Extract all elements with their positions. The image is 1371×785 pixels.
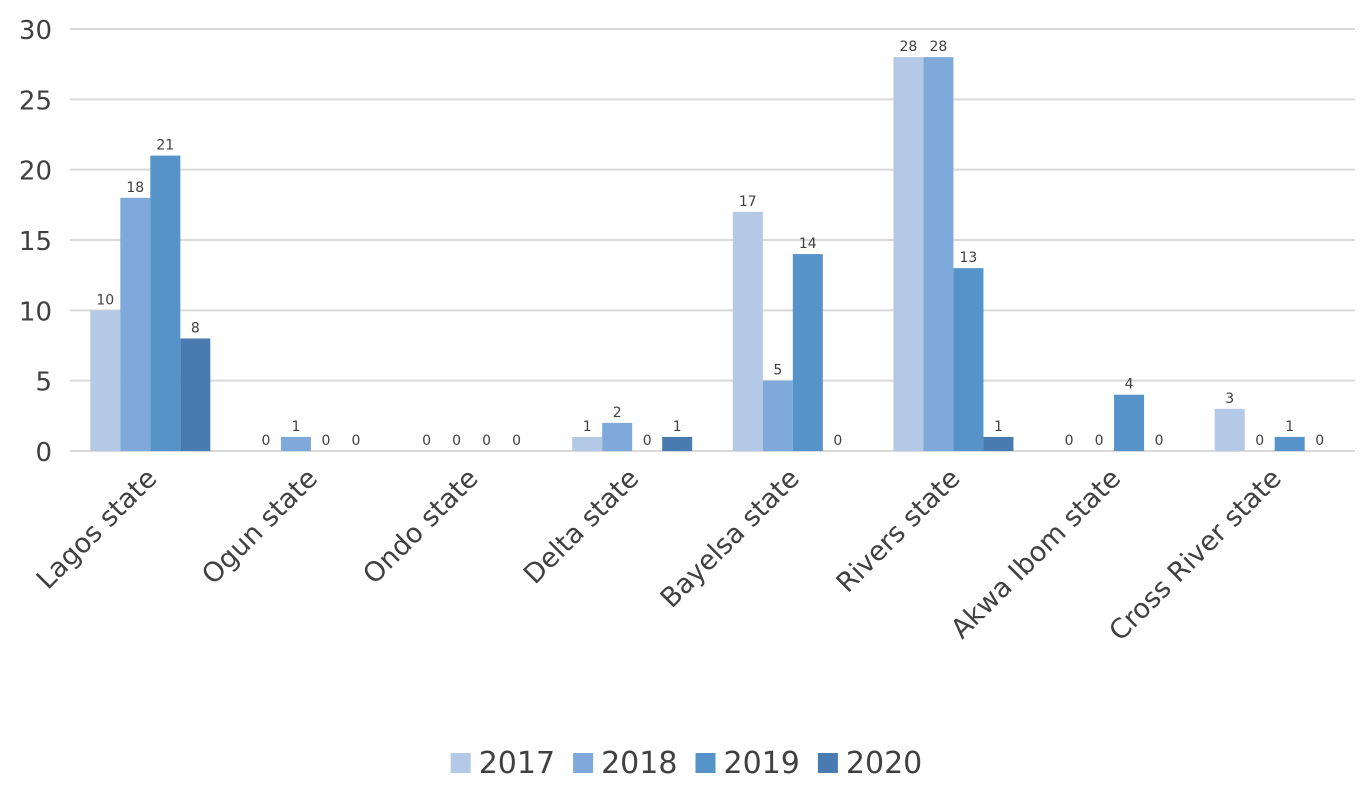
bar: [280, 436, 311, 451]
data-label: 1: [994, 419, 1003, 435]
data-label: 10: [96, 292, 114, 308]
x-tick-label: Ogun state: [196, 463, 324, 591]
data-label: 8: [191, 320, 200, 336]
bar: [923, 57, 954, 452]
bars: [90, 57, 1305, 452]
x-tick-label: Lagos state: [31, 463, 163, 595]
legend-swatch: [450, 753, 471, 773]
bar: [120, 197, 151, 451]
data-label: 0: [512, 433, 521, 449]
legend-swatch: [817, 753, 838, 773]
data-label: 0: [351, 433, 360, 449]
data-label: 0: [1155, 433, 1164, 449]
data-label: 4: [1125, 377, 1134, 393]
bar: [893, 57, 924, 452]
data-label: 0: [1095, 433, 1104, 449]
y-tick-label: 20: [19, 157, 52, 187]
data-label: 3: [1225, 391, 1234, 407]
bar: [150, 155, 181, 451]
data-label: 2: [613, 405, 622, 421]
legend-label: 2018: [601, 746, 677, 781]
x-tick-label: Akwa Ibom state: [945, 463, 1127, 645]
data-label: 28: [900, 39, 918, 55]
data-label: 1: [583, 419, 592, 435]
y-tick-label: 30: [19, 16, 52, 46]
data-label: 0: [1255, 433, 1264, 449]
gridlines: [70, 28, 1355, 452]
data-label: 0: [1065, 433, 1074, 449]
data-label: 28: [930, 39, 948, 55]
legend-label: 2017: [479, 746, 555, 781]
data-label: 0: [643, 433, 652, 449]
data-label: 0: [1315, 433, 1324, 449]
data-label: 0: [422, 433, 431, 449]
data-label: 1: [673, 419, 682, 435]
bar: [572, 436, 603, 451]
x-tick-label: Ondo state: [357, 463, 484, 590]
bar: [983, 436, 1014, 451]
data-label: 0: [261, 433, 270, 449]
data-label: 0: [452, 433, 461, 449]
legend-swatch: [695, 753, 716, 773]
x-axis-ticks: Lagos state Ogun state Ondo state Delta sta…: [31, 463, 1288, 647]
data-label: 0: [482, 433, 491, 449]
data-label: 5: [773, 363, 782, 379]
bar: [90, 310, 121, 451]
x-tick-label: Bayelsa state: [655, 463, 806, 614]
x-tick-label: Delta state: [518, 463, 645, 590]
x-tick-label: Rivers state: [831, 463, 967, 599]
bar: [792, 254, 823, 451]
y-tick-label: 0: [35, 438, 52, 468]
y-tick-label: 15: [19, 227, 52, 257]
bar: [1274, 436, 1305, 451]
bar: [953, 268, 984, 451]
legend-label: 2019: [724, 746, 800, 781]
bar: [732, 211, 763, 451]
data-label: 0: [321, 433, 330, 449]
data-label: 18: [126, 180, 144, 196]
data-label: 1: [291, 419, 300, 435]
data-label: 21: [156, 138, 174, 154]
legend-swatch: [573, 753, 594, 773]
bar: [662, 436, 693, 451]
bar: [1114, 394, 1145, 451]
data-label: 14: [799, 236, 817, 252]
data-label: 0: [833, 433, 842, 449]
y-tick-label: 25: [19, 86, 52, 116]
bar: [1214, 408, 1245, 451]
data-label: 13: [960, 250, 978, 266]
data-label: 1: [1285, 419, 1294, 435]
legend-label: 2020: [846, 746, 922, 781]
legend: 2017 2018 2019 2020: [450, 746, 922, 781]
y-tick-label: 10: [19, 297, 52, 327]
data-label: 17: [739, 194, 757, 210]
x-tick-label: Cross River state: [1103, 463, 1287, 647]
bar: [180, 338, 211, 451]
y-axis-ticks: 0 5 10 15 20 25 30: [19, 16, 52, 468]
bar: [602, 422, 633, 451]
bar: [762, 380, 793, 451]
y-tick-label: 5: [35, 368, 52, 398]
